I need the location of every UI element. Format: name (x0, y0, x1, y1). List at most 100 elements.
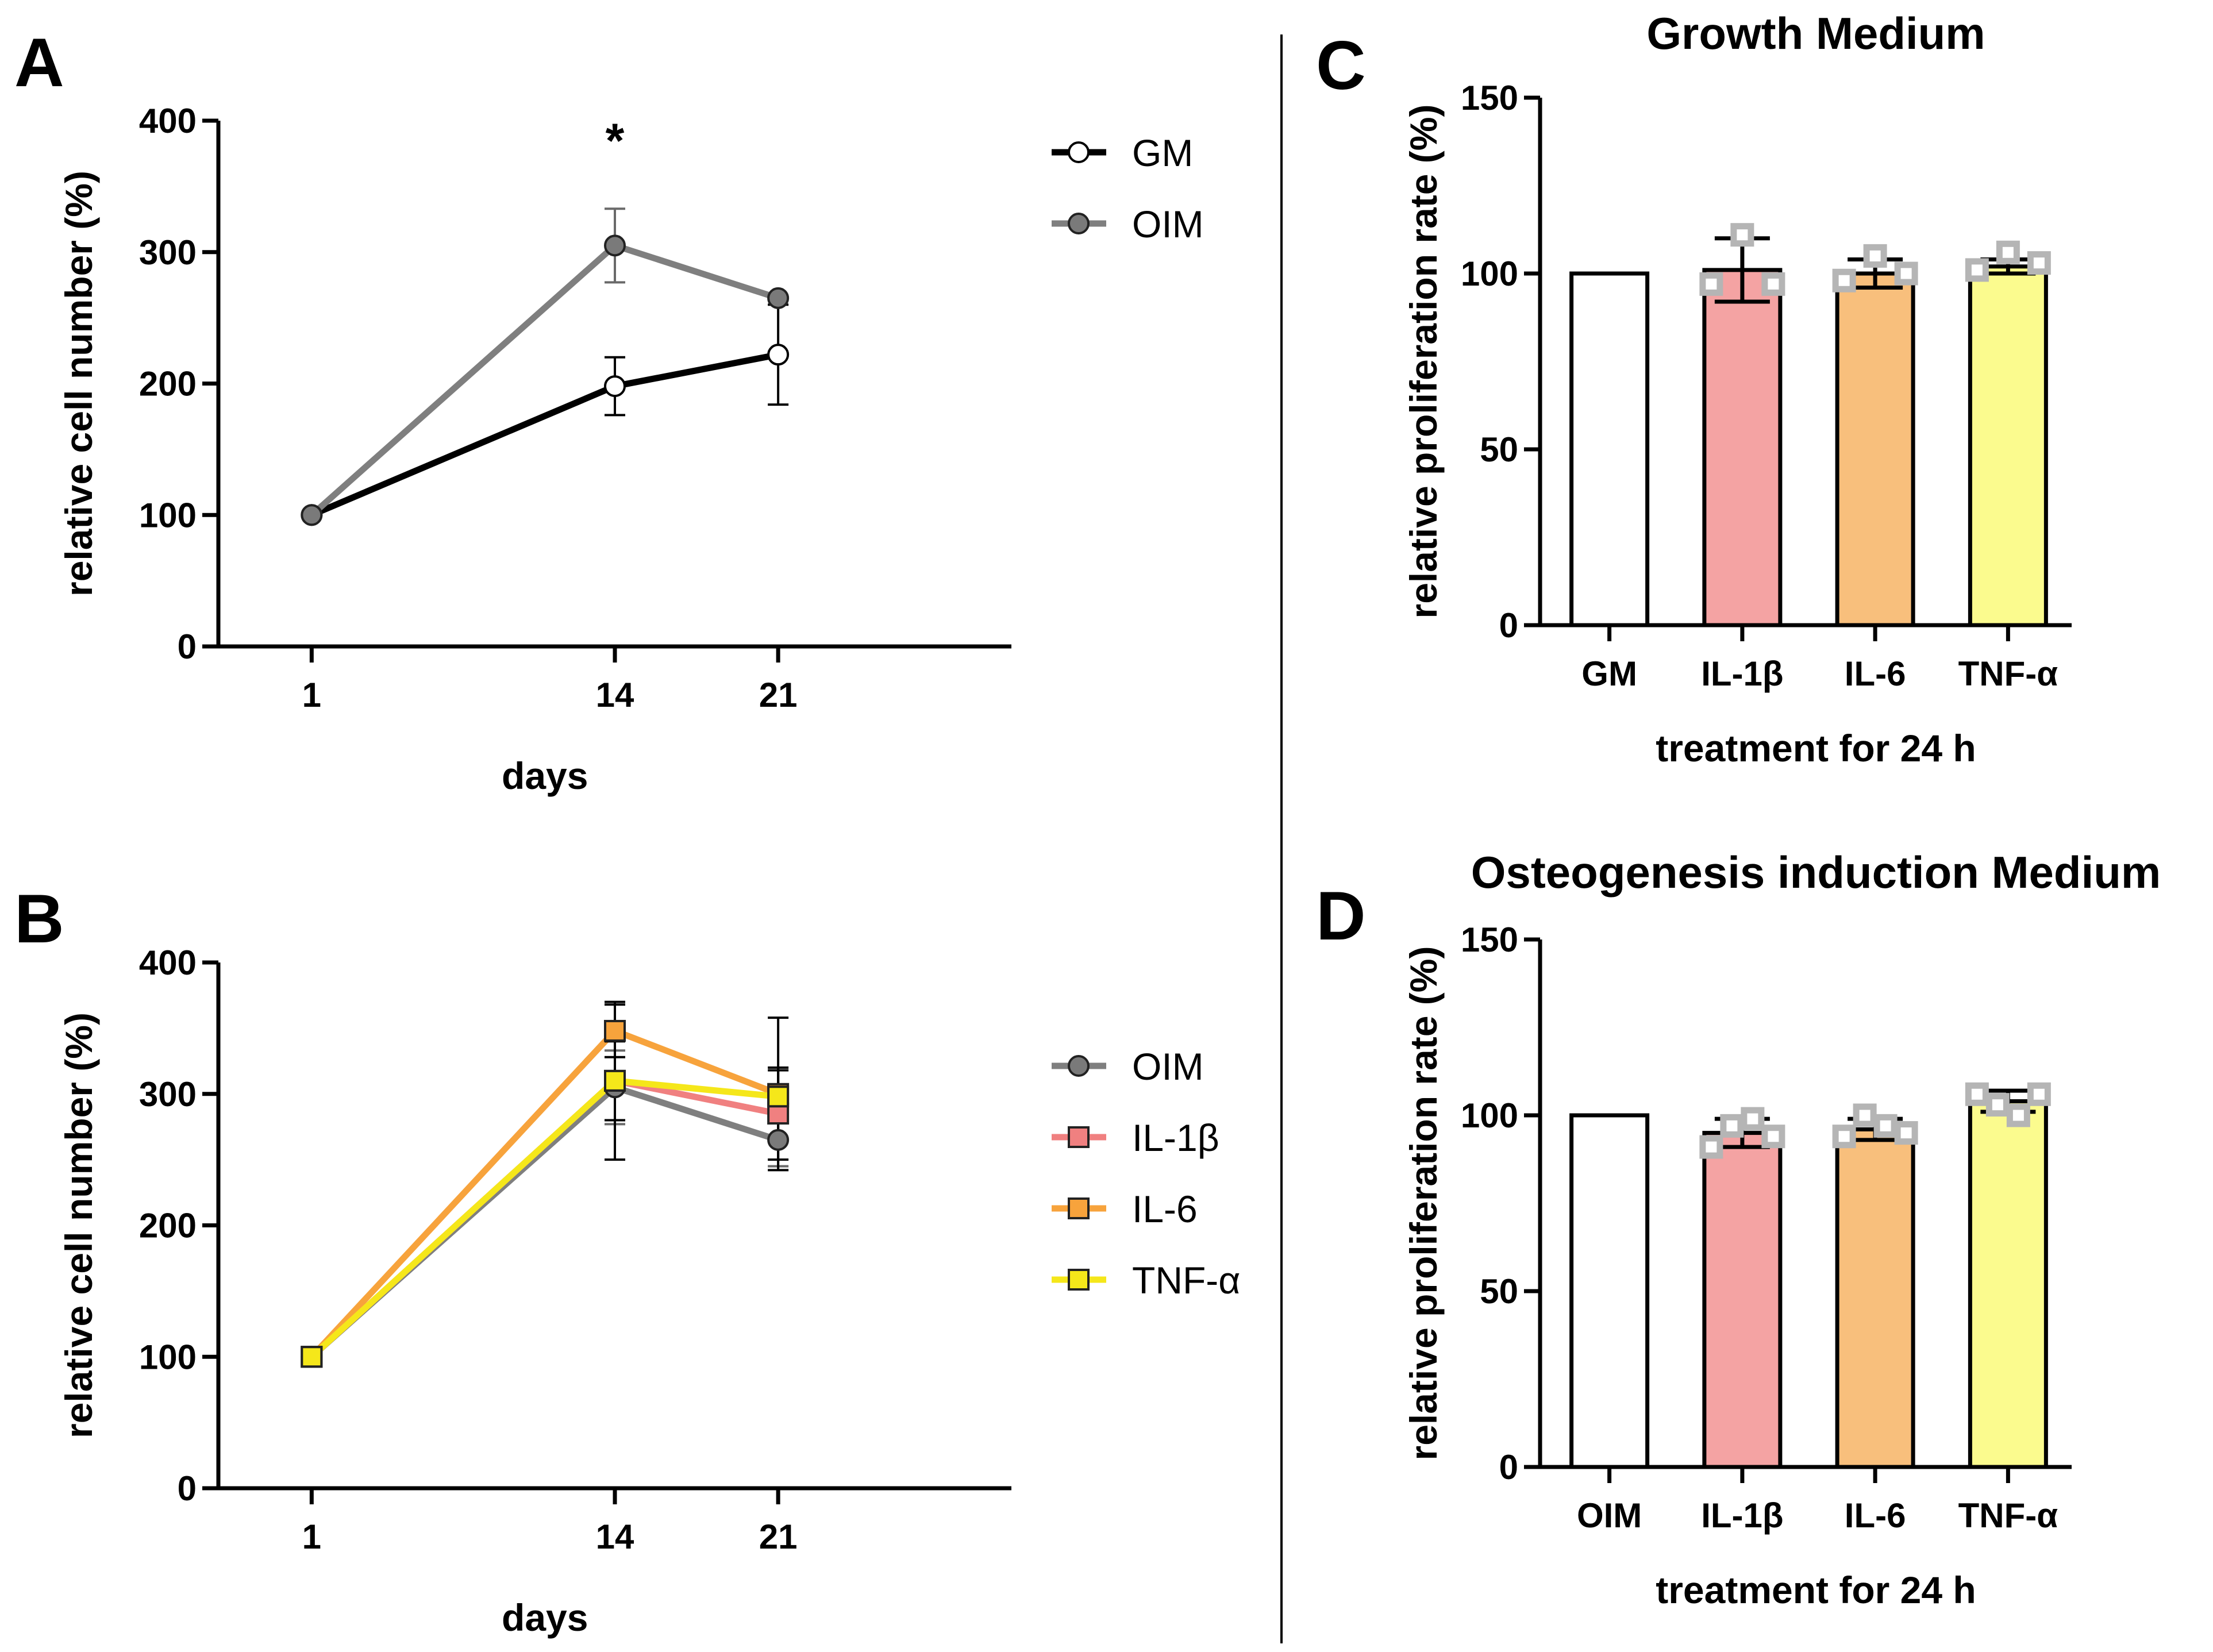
data-point (767, 1085, 790, 1108)
replicate-point (1965, 1082, 1989, 1106)
x-axis-title: days (502, 754, 588, 797)
series-line-GM (310, 351, 779, 518)
x-tick-label: 1 (302, 1518, 321, 1556)
replicate-point (1965, 258, 1989, 282)
x-tick-label: TNF-α (1958, 654, 2058, 693)
x-tick-label: 14 (596, 676, 634, 714)
panel-d: D 0 50 100 150 Osteogenesis induction Medium t… (1316, 847, 2161, 1611)
legend-label: OIM (1132, 1045, 1204, 1088)
y-tick-label: 100 (1461, 255, 1518, 293)
y-axis-title: relative proliferation rate (%) (1402, 946, 1445, 1461)
series-line-TNF-α (309, 1077, 779, 1360)
y-axis-title: relative cell number (%) (57, 171, 100, 596)
data-point (604, 1019, 626, 1042)
data-point (767, 287, 790, 309)
series-line-IL-6 (309, 1027, 780, 1359)
series-line-OIM (309, 242, 779, 518)
y-tick-label: 0 (178, 1469, 197, 1508)
y-tick-label: 200 (139, 1207, 197, 1245)
bar-IL-1β (1702, 1131, 1783, 1469)
legend-label: IL-6 (1132, 1188, 1198, 1230)
panel-c: C 0 50 100 150 Growth Medium treatment for 24 … (1316, 8, 2072, 769)
legend-marker (1068, 141, 1090, 163)
y-tick-label: 150 (1461, 921, 1518, 959)
legend-marker (1068, 1269, 1090, 1291)
panel-letter: A (14, 24, 64, 101)
y-tick-label: 400 (139, 102, 197, 140)
x-tick-label: IL-6 (1845, 654, 1906, 693)
y-tick-label: 400 (139, 944, 197, 982)
y-tick-label: 300 (139, 1075, 197, 1114)
bar-GM (1569, 271, 1650, 627)
replicate-point (1730, 223, 1754, 247)
significance-marker: * (606, 113, 625, 167)
legend-marker (1068, 1055, 1090, 1077)
replicate-point (1720, 1114, 1744, 1138)
replicate-point (1761, 1125, 1785, 1149)
replicate-point (1996, 240, 2020, 264)
panel-letter: B (14, 880, 64, 957)
replicate-point (1699, 1135, 1723, 1159)
bar-IL-1β (1702, 268, 1783, 627)
replicate-point (1853, 1103, 1877, 1127)
x-tick-label: 21 (759, 1518, 798, 1556)
replicate-point (1832, 268, 1856, 292)
y-tick-label: 300 (139, 233, 197, 272)
data-point (604, 1069, 626, 1092)
x-tick-label: GM (1581, 654, 1637, 693)
y-tick-label: 50 (1480, 1272, 1518, 1311)
replicate-point (1741, 1107, 1765, 1131)
x-tick-label: TNF-α (1958, 1496, 2058, 1535)
data-point (301, 1346, 323, 1368)
bar-TNF-α (1968, 264, 2048, 627)
bar-IL-6 (1835, 1127, 1915, 1469)
series-line-IL-1β (309, 1077, 779, 1360)
replicate-point (1699, 272, 1723, 296)
y-axis-title: relative proliferation rate (%) (1402, 105, 1445, 619)
y-tick-label: 0 (1499, 606, 1518, 645)
x-tick-label: IL-1β (1701, 654, 1783, 693)
y-tick-label: 50 (1480, 430, 1518, 469)
y-tick-label: 100 (1461, 1096, 1518, 1135)
panel-b: B 0 100 200 300 400 1 14 21 days relative cell num… (14, 880, 1240, 1639)
series-line-OIM (309, 1084, 779, 1360)
replicate-point (1985, 1093, 2010, 1117)
y-tick-label: 100 (139, 496, 197, 534)
legend-marker (1068, 1197, 1090, 1219)
replicate-point (1832, 1125, 1856, 1149)
x-axis-title: treatment for 24 h (1656, 1569, 1976, 1611)
x-tick-label: 14 (596, 1518, 634, 1556)
bar-OIM (1569, 1113, 1650, 1469)
y-tick-label: 200 (139, 365, 197, 403)
replicate-point (2006, 1103, 2030, 1127)
replicate-point (1894, 261, 1918, 286)
replicate-point (1894, 1121, 1918, 1145)
panel-letter: D (1316, 877, 1366, 954)
legend-label: TNF-α (1132, 1259, 1240, 1301)
x-tick-label: 1 (302, 676, 321, 714)
panel-letter: C (1316, 27, 1366, 104)
chart-title: Growth Medium (1646, 8, 1985, 59)
y-tick-label: 0 (1499, 1448, 1518, 1487)
replicate-point (1761, 272, 1785, 296)
x-axis-title: treatment for 24 h (1656, 727, 1976, 769)
bar-TNF-α (1968, 1099, 2048, 1469)
replicate-point (1873, 1114, 1898, 1138)
legend-label: GM (1132, 132, 1193, 174)
y-tick-label: 150 (1461, 79, 1518, 117)
data-point (604, 234, 626, 257)
legend-label: OIM (1132, 203, 1204, 245)
x-tick-label: OIM (1577, 1496, 1642, 1535)
data-point (767, 1129, 790, 1151)
x-axis-title: days (502, 1596, 588, 1639)
x-tick-label: IL-1β (1701, 1496, 1783, 1535)
x-tick-label: 21 (759, 676, 798, 714)
y-tick-label: 100 (139, 1338, 197, 1376)
replicate-point (2027, 251, 2051, 275)
data-point (767, 344, 790, 366)
data-point (301, 504, 323, 526)
chart-title: Osteogenesis induction Medium (1471, 847, 2161, 898)
legend-marker (1068, 1126, 1090, 1148)
replicate-point (1863, 244, 1887, 268)
